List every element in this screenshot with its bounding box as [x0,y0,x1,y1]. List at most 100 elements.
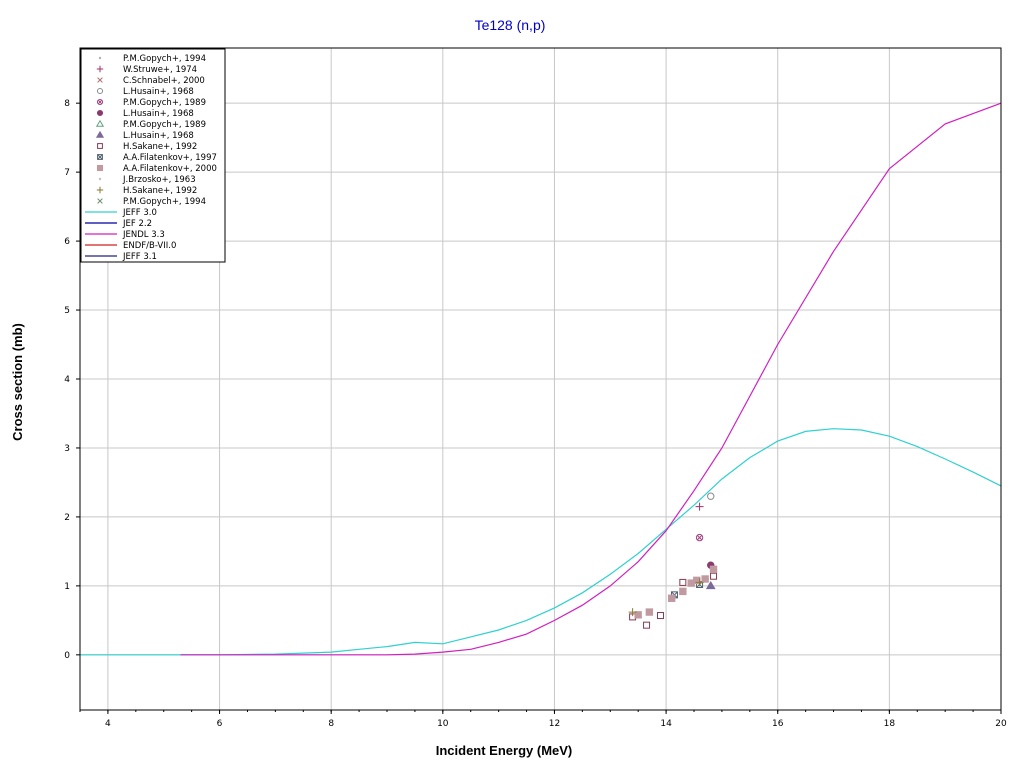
legend-item: J.Brzosko+, 1963 [98,175,196,185]
legend-item: P.M.Gopych+, 1989 [96,98,206,108]
legend-marker [96,164,104,172]
legend-item: H.Sakane+, 1992 [97,142,197,152]
legend-label: JEF 2.2 [122,219,152,229]
legend-item: P.M.Gopych+, 1994 [97,197,206,207]
legend-marker [96,186,104,194]
x-axis-label: Incident Energy (MeV) [436,743,573,758]
data-point [634,611,642,619]
data-point [679,587,687,596]
legend-marker [96,65,104,73]
y-tick-label: 2 [64,513,70,523]
data-point [667,594,676,602]
legend-label: L.Husain+, 1968 [123,131,194,141]
y-tick-label: 6 [64,237,70,247]
y-tick-label: 5 [64,306,70,316]
x-tick-label: 8 [328,719,334,729]
legend-label: H.Sakane+, 1992 [123,142,197,152]
legend-marker-cross [98,100,102,104]
x-tick-label: 12 [549,719,560,729]
legend-label: A.A.Filatenkov+, 1997 [123,153,217,163]
data-point [709,565,718,574]
legend-item: W.Struwe+, 1974 [96,65,197,75]
data-point [701,575,709,583]
legend-item: JEFF 3.1 [85,252,157,262]
data-point [645,608,654,616]
y-tick-label: 4 [64,375,70,385]
x-tick-label: 10 [437,719,449,729]
data-point [643,621,651,629]
data-point [710,572,718,580]
data-point [707,492,715,500]
x-tick-label: 18 [884,719,896,729]
series-line [180,102,1002,656]
data-point [695,502,704,511]
x-tick-label: 14 [660,719,672,729]
data-point [695,578,704,587]
legend-item: L.Husain+, 1968 [96,87,194,97]
plot-points [628,492,718,629]
legend-marker [98,56,102,60]
legend-marker [96,87,104,95]
legend-label: P.M.Gopych+, 1989 [123,98,206,108]
legend-label: P.M.Gopych+, 1989 [123,120,206,130]
y-tick-label: 7 [64,168,70,178]
legend-label: JENDL 3.3 [122,230,165,240]
legend-label: ENDF/B-VII.0 [123,241,176,251]
x-tick-label: 4 [105,719,111,729]
legend-item: C.Schnabel+, 2000 [97,76,205,86]
legend-item: P.M.Gopych+, 1989 [95,119,206,130]
legend-marker [97,77,103,83]
plot-lines [80,102,1002,656]
legend-marker [97,154,103,160]
legend-label: J.Brzosko+, 1963 [122,175,196,185]
data-point-cross [697,535,702,540]
y-tick-label: 8 [64,99,70,109]
legend-item: ENDF/B-VII.0 [85,241,176,251]
legend-marker [96,109,104,117]
legend-label: L.Husain+, 1968 [123,87,194,97]
legend-marker [98,177,102,181]
data-point [679,578,687,586]
legend-marker [97,143,103,149]
legend-marker [97,198,103,204]
legend-label: C.Schnabel+, 2000 [123,76,205,86]
legend-label: W.Struwe+, 1974 [123,65,197,75]
legend-label: JEFF 3.1 [122,252,157,262]
data-point [695,533,704,542]
series-line [80,428,1002,656]
y-tick-label: 0 [64,651,70,661]
legend-item: A.A.Filatenkov+, 1997 [97,153,217,163]
legend-marker-cross [97,154,103,160]
legend-marker [96,98,104,106]
x-tick-label: 16 [772,719,784,729]
legend-item: JEFF 3.0 [85,208,157,218]
legend-marker [95,130,105,138]
legend-box [80,48,226,263]
data-point [628,608,637,617]
legend-item: JENDL 3.3 [85,230,165,240]
data-point [705,580,716,590]
legend-item: A.A.Filatenkov+, 2000 [96,164,217,174]
y-axis-label: Cross section (mb) [10,323,25,441]
y-tick-label: 3 [64,444,70,454]
legend-item: JEF 2.2 [85,219,152,229]
legend-label: P.M.Gopych+, 1994 [123,54,206,64]
legend-label: H.Sakane+, 1992 [123,186,197,196]
legend-label: P.M.Gopych+, 1994 [123,197,206,207]
data-point [657,612,665,620]
y-tick-label: 1 [64,582,70,592]
legend-marker [95,119,105,127]
legend-label: JEFF 3.0 [122,208,157,218]
legend-item: L.Husain+, 1968 [96,109,194,119]
legend-label: L.Husain+, 1968 [123,109,194,119]
x-tick-label: 6 [217,719,223,729]
legend-label: A.A.Filatenkov+, 2000 [123,164,217,174]
legend-item: L.Husain+, 1968 [95,130,194,141]
legend-item: P.M.Gopych+, 1994 [98,54,206,64]
legend-item: H.Sakane+, 1992 [96,186,197,196]
chart-title: Te128 (n,p) [475,17,546,33]
x-tick-label: 20 [995,719,1007,729]
